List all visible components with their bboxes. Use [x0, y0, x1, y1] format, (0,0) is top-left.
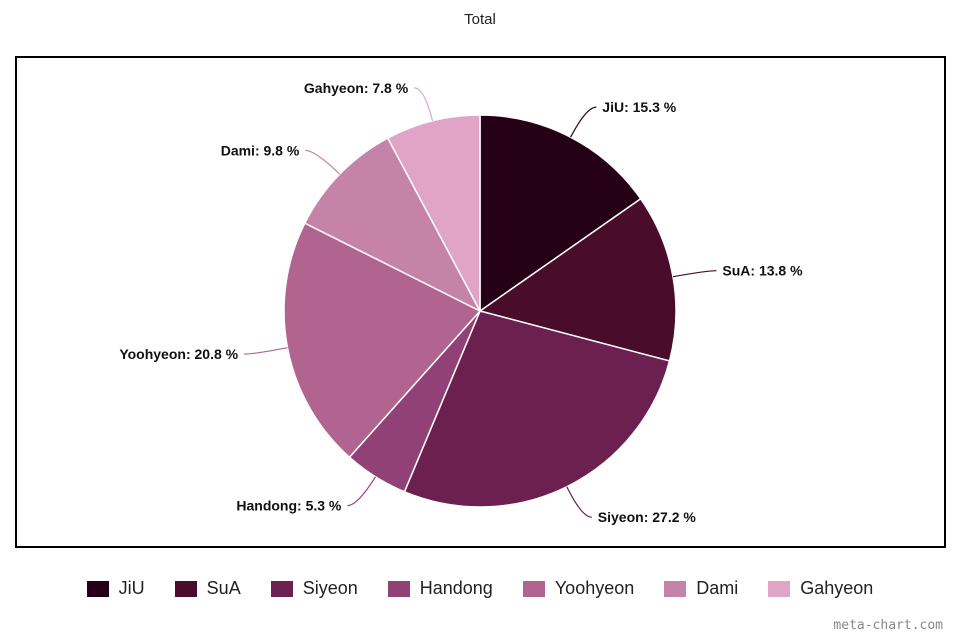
legend-swatch [387, 580, 410, 597]
label-jiu: JiU: 15.3 % [602, 99, 676, 115]
slice-siyeon [403, 310, 671, 508]
pie-slices [283, 114, 677, 508]
label-gahyeon: Gahyeon: 7.8 % [304, 80, 409, 96]
legend-swatch [86, 580, 109, 597]
legend-label: Handong [419, 578, 493, 598]
leader-jiu [570, 106, 597, 138]
label-handong: Handong: 5.3 % [236, 498, 342, 514]
label-siyeon: Siyeon: 27.2 % [598, 509, 697, 525]
slice-dami [303, 137, 482, 313]
legend-swatch [270, 580, 293, 597]
label-leaders [244, 87, 717, 518]
leader-dami [305, 149, 341, 175]
legend-item-yoohyeon: Yoohyeon [522, 578, 635, 599]
legend-swatch [768, 580, 791, 597]
label-sua: SuA: 13.8 % [722, 263, 803, 279]
leader-gahyeon [414, 87, 434, 122]
legend-label: Siyeon [302, 578, 358, 598]
legend-item-gahyeon: Gahyeon [768, 578, 873, 599]
legend-label: Gahyeon [800, 578, 874, 598]
leader-siyeon [566, 486, 592, 518]
leader-sua [672, 270, 717, 278]
slice-gahyeon [386, 114, 481, 312]
legend-item-handong: Handong [387, 578, 493, 599]
legend: JiU SuA Siyeon Handong Yoohyeon Dami Gahyeon [0, 578, 960, 599]
legend-item-dami: Dami [664, 578, 738, 599]
legend-label: JiU [118, 578, 145, 598]
legend-item-sua: SuA [174, 578, 241, 599]
legend-label: SuA [206, 578, 241, 598]
legend-item-siyeon: Siyeon [270, 578, 358, 599]
legend-item-jiu: JiU [86, 578, 145, 599]
slice-jiu [479, 114, 642, 313]
label-dami: Dami: 9.8 % [221, 142, 300, 158]
chart-title: Total [464, 11, 496, 28]
legend-label: Yoohyeon [554, 578, 635, 598]
leader-yoohyeon [244, 347, 288, 355]
credit-text: meta-chart.com [833, 618, 943, 633]
label-yoohyeon: Yoohyeon: 20.8 % [119, 346, 238, 362]
legend-swatch [174, 580, 197, 597]
legend-swatch [664, 580, 687, 597]
legend-label: Dami [696, 578, 739, 598]
legend-swatch [522, 580, 545, 597]
leader-handong [347, 476, 377, 507]
slice-sua [478, 197, 677, 362]
plot-frame [15, 56, 946, 548]
slice-labels: JiU: 15.3 % SuA: 13.8 % Siyeon: 27.2 % Hand… [119, 80, 803, 525]
